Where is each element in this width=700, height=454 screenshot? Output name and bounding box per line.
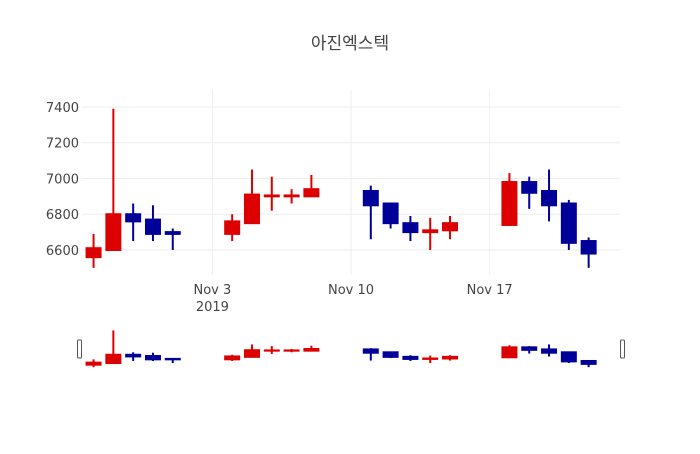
candle bbox=[144, 205, 161, 242]
candle-body bbox=[560, 351, 577, 363]
slider-candle bbox=[164, 357, 181, 364]
x-tick-year: 2019 bbox=[196, 300, 229, 315]
slider-candle bbox=[560, 351, 577, 364]
candle-body bbox=[580, 240, 597, 255]
x-tick-label: Nov 3 bbox=[193, 283, 231, 298]
candle-body bbox=[382, 351, 399, 358]
range-slider[interactable] bbox=[77, 330, 625, 368]
y-tick-label: 7000 bbox=[46, 172, 79, 187]
candle bbox=[422, 217, 439, 250]
x-axis: Nov 3 2019 Nov 10 Nov 17 bbox=[193, 283, 512, 315]
candle bbox=[164, 228, 181, 250]
candle-body bbox=[402, 355, 419, 360]
candle-body bbox=[501, 181, 518, 226]
range-slider-left-handle[interactable] bbox=[77, 339, 82, 359]
candle bbox=[402, 216, 419, 242]
candle bbox=[85, 233, 102, 268]
candle-body bbox=[541, 189, 558, 207]
candle bbox=[263, 176, 280, 211]
candle-body bbox=[144, 355, 161, 361]
candle-body bbox=[224, 355, 241, 361]
y-tick-label: 6800 bbox=[46, 208, 79, 223]
slider-candle bbox=[105, 330, 122, 365]
y-axis: 6600 6800 7000 7200 7400 bbox=[46, 101, 79, 259]
candle-body bbox=[521, 346, 538, 351]
candle-body bbox=[283, 194, 300, 198]
candle bbox=[442, 216, 459, 240]
slider-candle bbox=[382, 351, 399, 359]
candle-body bbox=[85, 361, 102, 366]
candle bbox=[501, 173, 518, 226]
candle-body bbox=[422, 357, 439, 360]
slider-candle bbox=[541, 344, 558, 357]
candle-body bbox=[164, 357, 181, 361]
slider-candle bbox=[580, 359, 597, 368]
slider-candle bbox=[501, 345, 518, 359]
candle bbox=[125, 203, 142, 242]
candle-body bbox=[541, 348, 558, 354]
candle-body bbox=[105, 353, 122, 365]
x-tick-label: Nov 10 bbox=[328, 283, 374, 298]
candle-body bbox=[362, 348, 379, 354]
grid bbox=[82, 90, 620, 275]
candle-body bbox=[442, 355, 459, 360]
candles[interactable] bbox=[85, 108, 597, 268]
candle-body bbox=[263, 194, 280, 198]
slider-candle bbox=[521, 346, 538, 354]
slider-candle bbox=[144, 352, 161, 361]
slider-candle bbox=[303, 345, 320, 352]
range-slider-bg[interactable] bbox=[82, 330, 620, 368]
candle-body bbox=[303, 348, 320, 352]
candle-body bbox=[105, 213, 122, 251]
candle-body bbox=[560, 202, 577, 244]
candle bbox=[521, 176, 538, 209]
candle-body bbox=[580, 359, 597, 365]
slider-candle bbox=[442, 355, 459, 361]
candle bbox=[362, 185, 379, 240]
candle-body bbox=[521, 181, 538, 194]
candle-body bbox=[243, 349, 260, 358]
slider-candle bbox=[85, 359, 102, 368]
slider-candle bbox=[224, 354, 241, 361]
candle-body bbox=[303, 188, 320, 198]
candle bbox=[580, 237, 597, 268]
slider-candle bbox=[243, 344, 260, 358]
candle bbox=[303, 174, 320, 198]
slider-candle bbox=[263, 346, 280, 354]
candle-body bbox=[283, 349, 300, 352]
slider-candle bbox=[283, 349, 300, 353]
candle-body bbox=[144, 218, 161, 235]
candle-body bbox=[422, 229, 439, 234]
candle bbox=[243, 169, 260, 225]
candle bbox=[560, 199, 577, 250]
slider-candle bbox=[362, 348, 379, 361]
candle-body bbox=[362, 189, 379, 207]
slider-candle bbox=[125, 352, 142, 361]
range-slider-right-handle[interactable] bbox=[620, 339, 625, 359]
x-tick-label: Nov 17 bbox=[467, 283, 513, 298]
candle-body bbox=[402, 222, 419, 234]
candle bbox=[541, 169, 558, 222]
y-tick-label: 6600 bbox=[46, 244, 79, 259]
slider-candle bbox=[422, 355, 439, 364]
slider-candle bbox=[402, 355, 419, 361]
candle bbox=[283, 189, 300, 204]
candle-body bbox=[263, 349, 280, 352]
candle bbox=[224, 214, 241, 242]
candle bbox=[105, 108, 122, 251]
candle-body bbox=[125, 353, 142, 358]
y-tick-label: 7400 bbox=[46, 101, 79, 116]
candle-body bbox=[164, 231, 181, 235]
candle-body bbox=[125, 213, 142, 223]
y-tick-label: 7200 bbox=[46, 137, 79, 152]
chart-title: 아진엑스텍 bbox=[311, 34, 389, 54]
candle bbox=[382, 202, 399, 229]
candle-body bbox=[243, 193, 260, 225]
candle-body bbox=[442, 222, 459, 232]
candle-body bbox=[85, 247, 102, 259]
candle-body bbox=[382, 202, 399, 225]
candle-body bbox=[224, 220, 241, 235]
candle-body bbox=[501, 346, 518, 359]
